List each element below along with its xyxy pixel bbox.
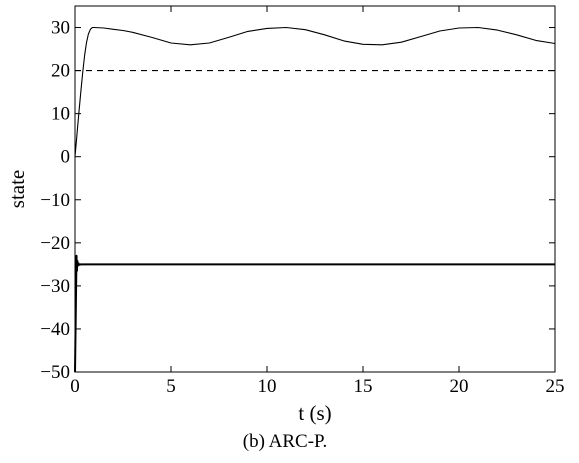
y-axis-label: state xyxy=(5,170,29,208)
state-curve xyxy=(74,26,556,157)
y-tick-label: 30 xyxy=(51,18,70,39)
x-tick-label: 5 xyxy=(166,376,176,397)
x-axis-label: t (s) xyxy=(298,401,331,425)
y-tick-label: −20 xyxy=(40,233,70,254)
y-tick-label: −30 xyxy=(40,276,70,297)
figure-caption: (b) ARC-P. xyxy=(243,431,327,452)
y-tick-label: −50 xyxy=(40,362,70,383)
y-tick-label: 20 xyxy=(51,61,70,82)
series-layer xyxy=(74,26,556,373)
x-tick-label: 0 xyxy=(70,376,80,397)
x-tick-label: 10 xyxy=(258,376,277,397)
x-tick-label: 25 xyxy=(546,376,565,397)
x-tick-label: 20 xyxy=(450,376,469,397)
lower-state-curve xyxy=(74,254,555,373)
x-tick-label: 15 xyxy=(354,376,373,397)
y-tick-label: 0 xyxy=(61,147,71,168)
y-tick-label: −10 xyxy=(40,190,70,211)
tick-layer: 0 5 10 15 20 25 −50 −40 −30 −20 −10 0 10 20 30 xyxy=(40,6,565,397)
y-tick-label: 10 xyxy=(51,104,70,125)
plot-area xyxy=(74,5,556,373)
y-tick-label: −40 xyxy=(40,319,70,340)
